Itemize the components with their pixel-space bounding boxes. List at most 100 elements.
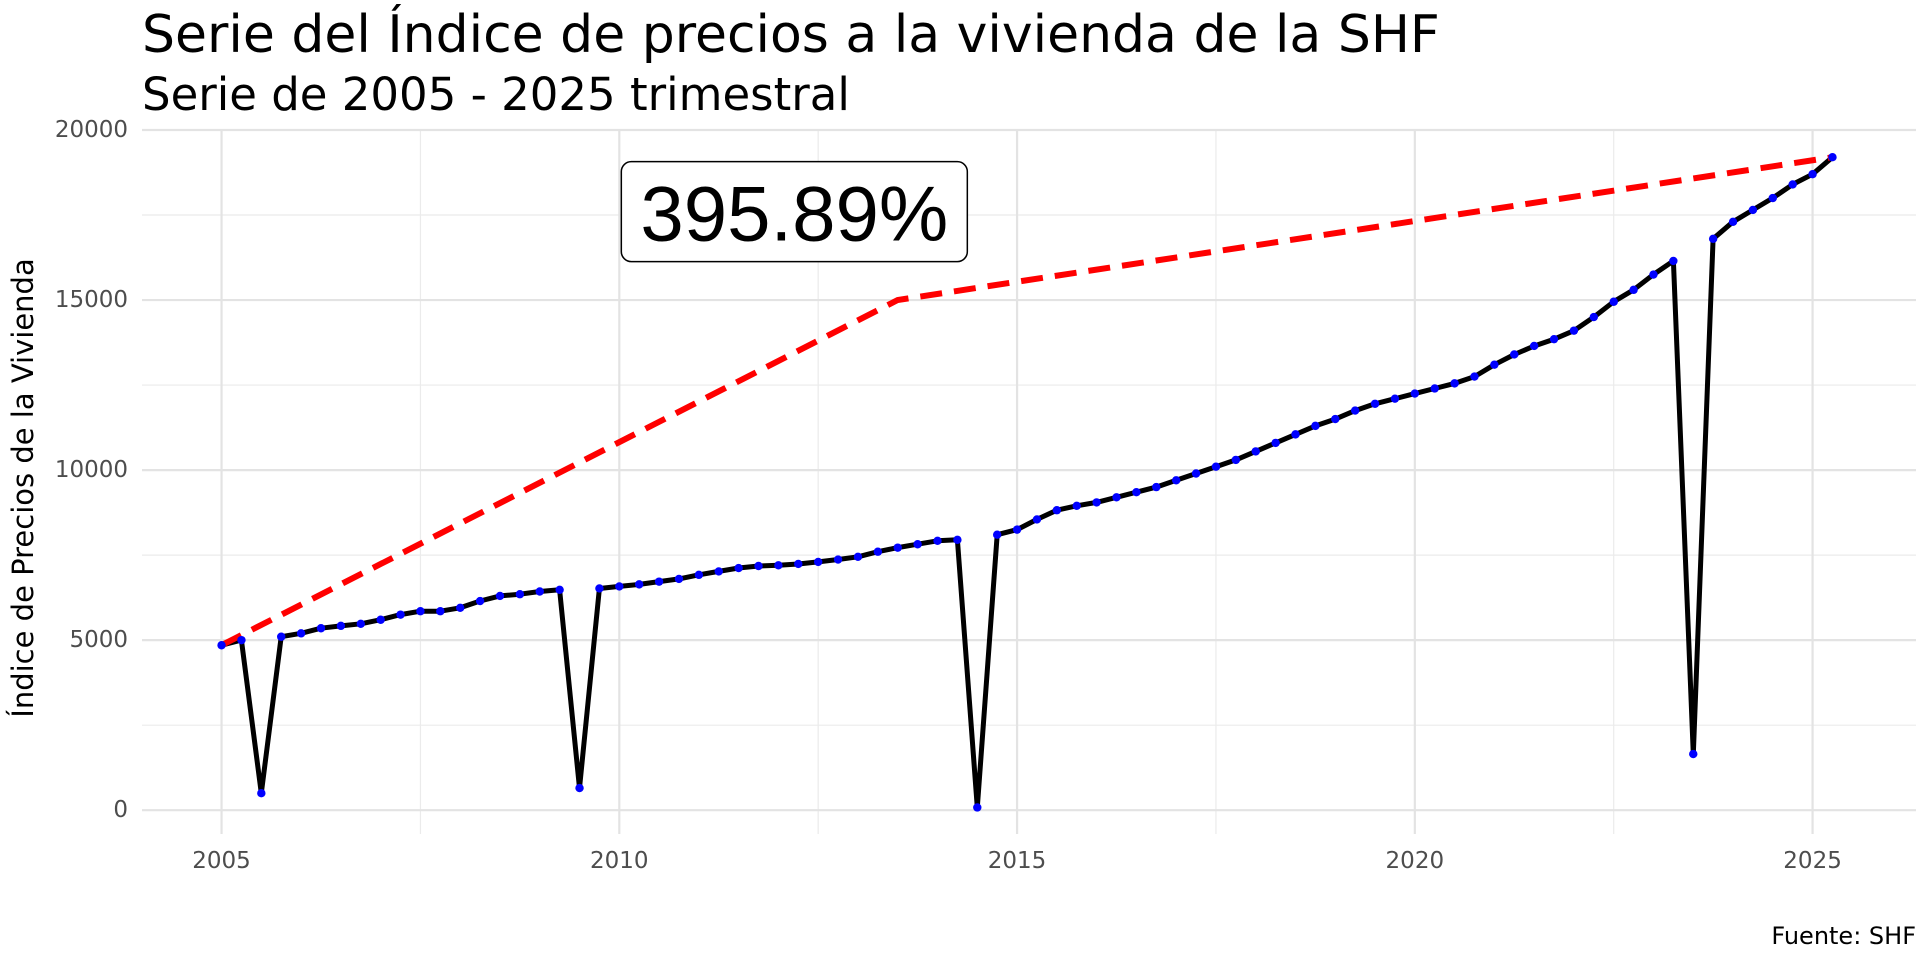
index-data-point [754,561,763,571]
y-tick-label: 20000 [55,117,128,143]
index-data-point [1012,525,1022,534]
index-data-point [933,536,942,546]
index-data-point [1748,205,1758,215]
index-data-point [893,543,902,552]
minor-gridlines [142,130,1916,834]
index-data-point [774,561,783,570]
index-data-point [456,603,465,613]
index-data-point [1032,515,1042,524]
index-data-point [734,563,743,573]
index-data-point [1430,384,1439,393]
index-data-point [1669,256,1678,266]
y-axis-tick-labels: 0 5000 10000 15000 20000 [55,117,128,823]
trend-dashed-line [220,154,1833,648]
x-axis-tick-labels: 2005 2010 2015 2020 2025 [192,848,1842,874]
index-data-point [1072,501,1081,511]
index-data-point [1390,394,1400,403]
series-points [217,153,1837,812]
index-data-point [1649,270,1658,279]
index-data-point [853,552,863,562]
index-data-point [217,641,226,650]
index-data-point [316,624,326,633]
index-data-point [1569,326,1579,335]
y-tick-label: 15000 [55,287,128,313]
index-data-point [1589,312,1599,322]
index-data-point [1510,350,1519,359]
y-tick-label: 10000 [55,457,128,483]
index-data-point [813,557,823,567]
index-data-point [1191,469,1201,478]
y-tick-label: 5000 [69,627,128,653]
index-data-point [237,635,246,645]
index-data-point [436,607,445,616]
index-data-point [1171,476,1181,485]
percent-change-annotation: 395.89% [620,160,969,263]
index-data-point [396,610,405,619]
index-data-point [495,591,505,601]
annotation-label: 395.89% [640,170,948,258]
index-data-point [1768,193,1778,203]
index-data-point [694,570,704,580]
index-data-point [1331,414,1340,424]
index-data-point [1808,170,1817,179]
annotation-box [620,160,969,263]
index-data-point [416,607,425,616]
index-data-point [1231,455,1241,465]
index-data-point [973,803,982,812]
index-data-point [1132,488,1141,497]
index-data-point [1092,498,1101,507]
x-tick-label: 2005 [192,848,251,874]
index-data-point [1629,285,1638,295]
index-data-point [794,559,803,569]
index-data-point [1728,217,1738,227]
y-tick-label: 0 [113,797,128,823]
index-data-point [714,567,723,576]
chart-title: Serie del Índice de precios a la viviend… [142,5,1440,65]
index-data-point [555,585,564,595]
chart-subtitle: Serie de 2005 - 2025 trimestral [142,68,850,121]
index-data-point [277,632,286,641]
index-data-point [953,535,962,545]
index-data-point [296,629,306,638]
x-tick-label: 2025 [1783,848,1842,874]
index-data-point [1291,430,1300,439]
index-data-point [1549,334,1559,344]
x-tick-label: 2015 [988,848,1047,874]
index-data-point [1410,389,1420,398]
index-data-point [1609,297,1618,306]
source-caption: Fuente: SHF [1771,922,1916,950]
index-data-point [1152,482,1161,492]
index-data-point [575,783,584,793]
x-tick-label: 2010 [590,848,649,874]
index-data-point [1052,506,1062,515]
index-data-point [1211,462,1221,471]
index-data-point [1450,379,1459,388]
index-data-point [674,574,684,584]
index-data-point [1490,360,1499,369]
index-data-point [1828,153,1837,162]
index-data-point [1311,421,1320,431]
index-data-point [1370,399,1380,408]
index-data-point [913,540,922,549]
index-data-point [1470,372,1479,381]
index-data-point [1112,493,1121,502]
index-data-point [1350,406,1360,415]
x-tick-label: 2020 [1386,848,1445,874]
index-series-line [219,154,1835,810]
major-gridlines [142,128,1916,834]
index-data-point [515,590,525,599]
index-data-point [336,621,346,631]
index-data-point [873,547,883,556]
index-data-point [634,580,644,589]
index-data-point [1529,341,1539,351]
index-data-point [1251,447,1260,456]
index-data-point [535,587,544,596]
index-data-point [1271,438,1280,448]
y-axis-title: Índice de Precios de la Vivienda [6,258,40,717]
index-data-point [475,596,485,606]
index-data-point [654,577,664,586]
index-data-point [376,615,385,624]
index-data-point [1689,749,1698,759]
index-data-point [356,619,365,629]
